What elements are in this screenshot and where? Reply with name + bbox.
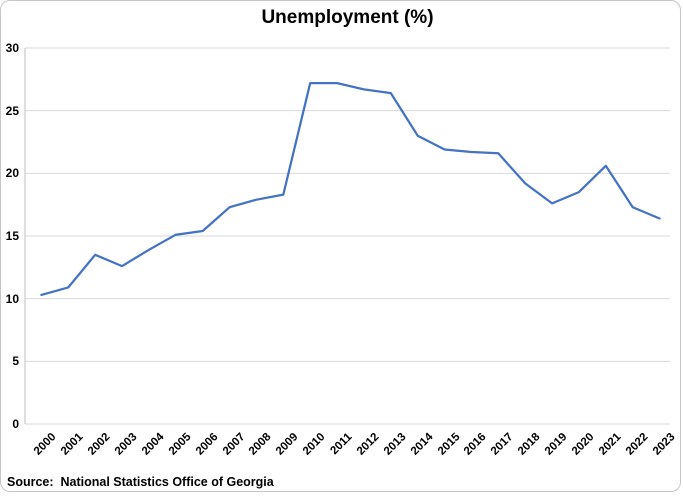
y-tick-label: 25 (5, 103, 19, 118)
y-tick-label: 15 (5, 229, 19, 243)
y-tick-label: 0 (12, 417, 19, 431)
y-tick-label: 5 (12, 354, 19, 369)
source-note: Source: National Statistics Office of Ge… (7, 475, 274, 489)
chart-title: Unemployment (%) (261, 7, 434, 28)
unemployment-line-series (40, 81, 661, 297)
y-tick-label: 30 (5, 41, 19, 55)
y-tick-label: 20 (5, 166, 19, 181)
y-tick-label: 10 (5, 291, 19, 306)
